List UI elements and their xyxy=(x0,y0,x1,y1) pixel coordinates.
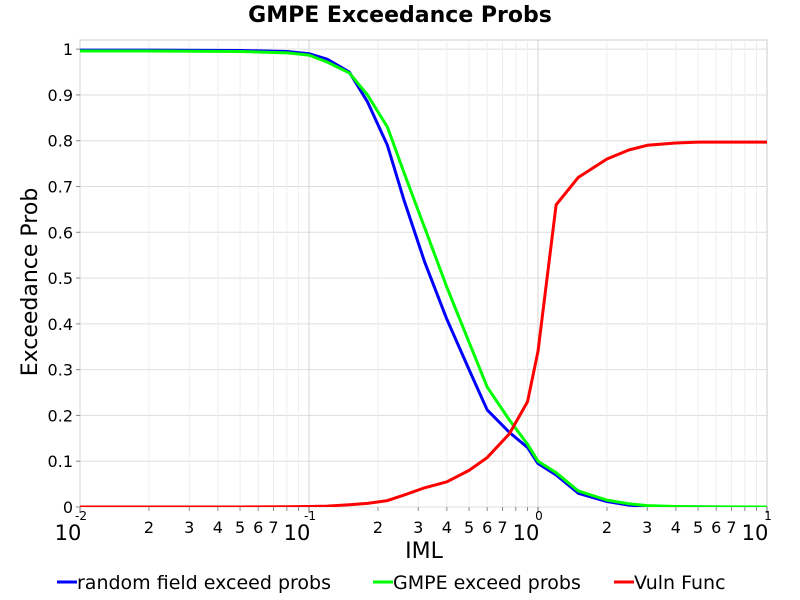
legend-label-vuln-func: Vuln Func xyxy=(634,572,726,594)
x-minor-tick-label: 3 xyxy=(184,518,194,537)
y-tick-label: 0.4 xyxy=(48,315,73,334)
x-decade-exponent-label: 1 xyxy=(764,509,772,523)
legend: random field exceed probs GMPE exceed pro… xyxy=(57,572,726,594)
x-decade-base-label: 10 xyxy=(513,521,540,545)
x-decade-base-label: 10 xyxy=(284,521,311,545)
x-minor-tick-label: 7 xyxy=(497,518,507,537)
legend-label-gmpe-exceed-probs: GMPE exceed probs xyxy=(393,572,581,594)
series-line-vuln-func xyxy=(80,140,767,507)
y-tick-label: 0.8 xyxy=(48,132,73,151)
y-tick-label: 1 xyxy=(63,40,73,59)
x-minor-tick-label: 5 xyxy=(464,518,474,537)
y-tick-label: 0.3 xyxy=(48,361,73,380)
y-axis-label: Exceedance Prob xyxy=(18,188,43,377)
x-minor-tick-label: 7 xyxy=(268,518,278,537)
legend-label-random-field-exceed-probs: random field exceed probs xyxy=(77,572,331,594)
y-tick-label: 0.1 xyxy=(48,452,73,471)
y-tick-label: 0.7 xyxy=(48,178,73,197)
y-axis: 0 0.1 0.2 0.3 0.4 0.5 0.6 0.7 0.8 0.9 1 xyxy=(48,40,80,517)
x-minor-tick-label: 6 xyxy=(482,518,492,537)
y-tick-label: 0.9 xyxy=(48,86,73,105)
x-minor-tick-label: 4 xyxy=(671,518,681,537)
chart-title: GMPE Exceedance Probs xyxy=(248,3,552,28)
series-lines xyxy=(80,48,767,507)
x-minor-tick-label: 6 xyxy=(253,518,263,537)
y-tick-label: 0.2 xyxy=(48,406,73,425)
x-minor-tick-label: 3 xyxy=(642,518,652,537)
x-axis-label: IML xyxy=(405,539,443,564)
x-decade-base-label: 10 xyxy=(55,521,82,545)
grid-lines xyxy=(79,40,767,508)
x-minor-tick-label: 2 xyxy=(373,518,383,537)
x-minor-tick-label: 4 xyxy=(442,518,452,537)
x-decade-exponent-label: 0 xyxy=(535,509,543,523)
x-minor-tick-label: 4 xyxy=(213,518,223,537)
x-minor-tick-label: 7 xyxy=(726,518,736,537)
x-decade-exponent-label: -2 xyxy=(75,509,87,523)
y-tick-label: 0.5 xyxy=(48,269,73,288)
x-minor-tick-label: 2 xyxy=(602,518,612,537)
x-minor-tick-label: 5 xyxy=(693,518,703,537)
x-decade-base-label: 10 xyxy=(742,521,769,545)
x-minor-tick-label: 2 xyxy=(144,518,154,537)
x-minor-tick-label: 6 xyxy=(711,518,721,537)
x-decade-exponent-label: -1 xyxy=(304,509,316,523)
plot-area xyxy=(79,39,768,508)
x-minor-tick-label: 3 xyxy=(413,518,423,537)
y-tick-label: 0.6 xyxy=(48,223,73,242)
y-tick-label: 0 xyxy=(63,498,73,517)
x-minor-tick-label: 5 xyxy=(235,518,245,537)
series-line-gmpe-exceed-probs xyxy=(80,49,767,507)
